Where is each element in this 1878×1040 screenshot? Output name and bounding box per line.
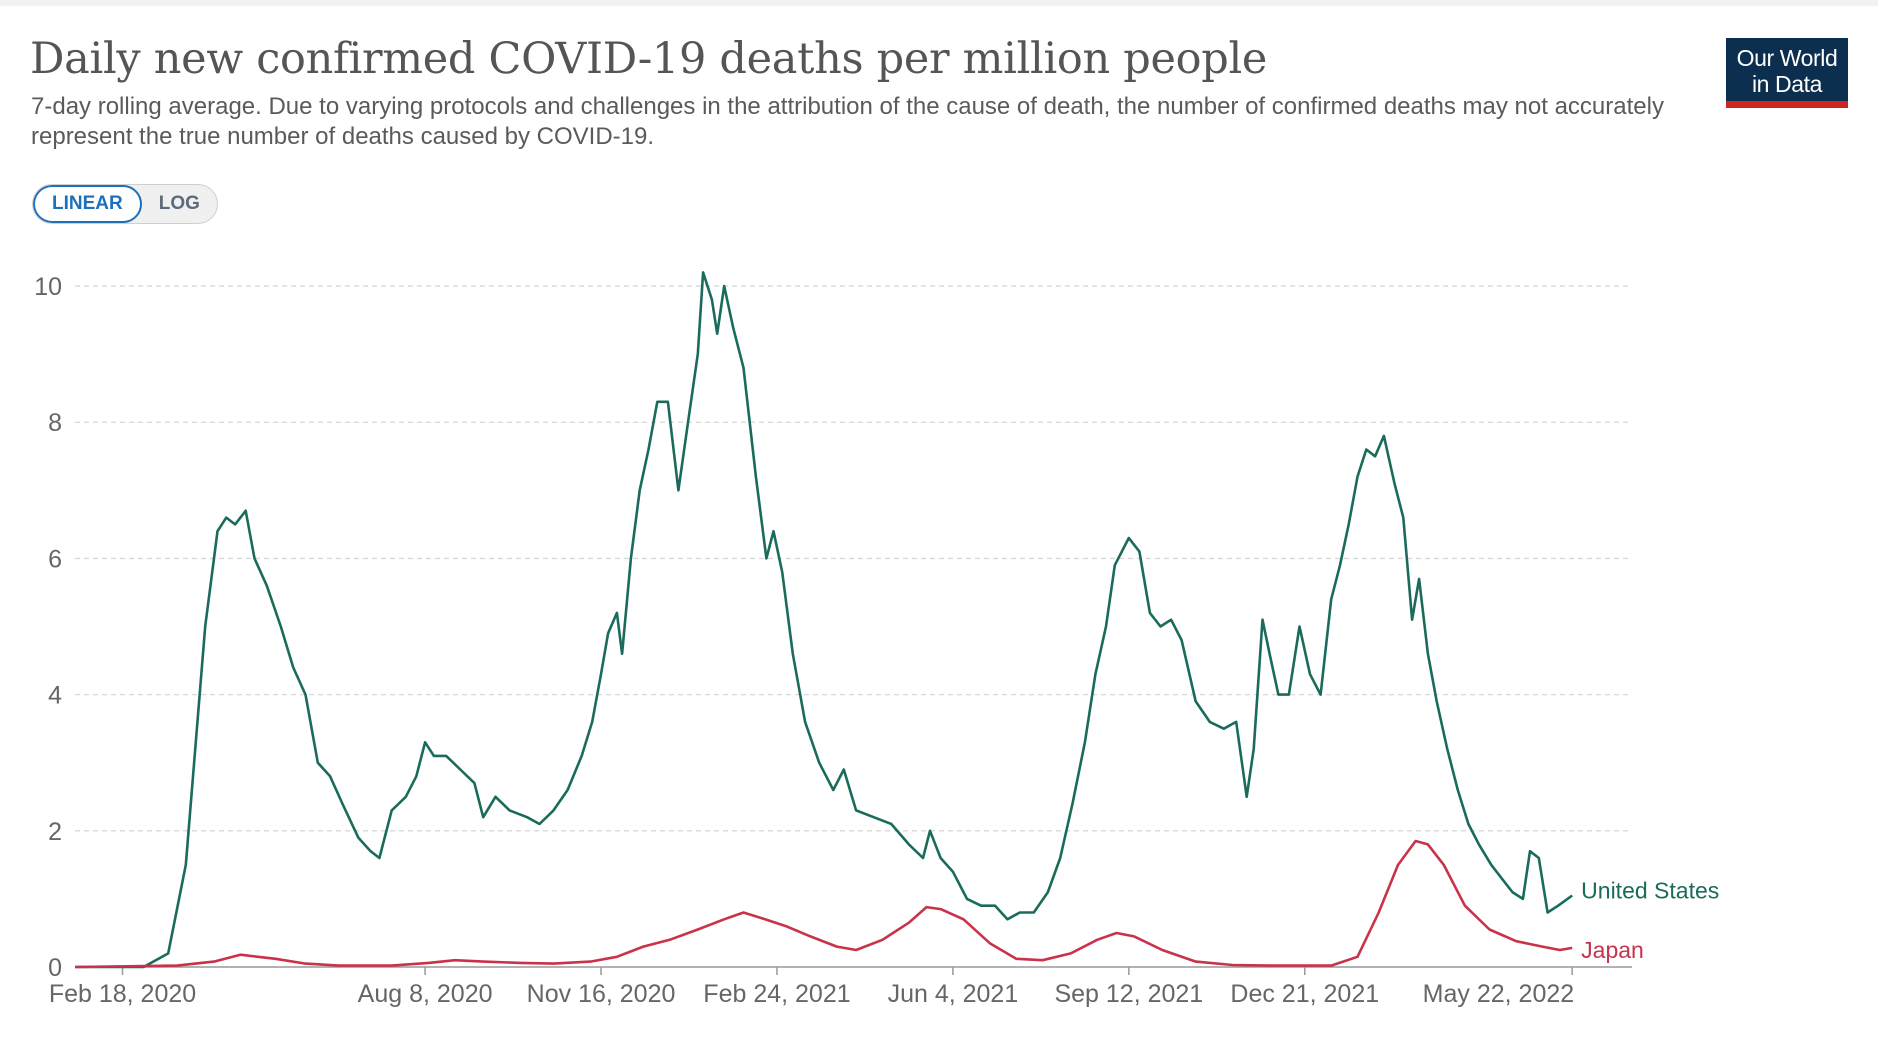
y-tick-label: 0	[48, 954, 62, 982]
y-tick-label: 6	[48, 545, 62, 573]
logo-line-1: Our World	[1736, 45, 1838, 71]
chart-title: Daily new confirmed COVID-19 deaths per …	[30, 34, 1268, 84]
x-tick-label: Dec 21, 2021	[1230, 980, 1379, 1008]
x-tick-label: Aug 8, 2020	[358, 980, 493, 1008]
y-tick-label: 8	[48, 409, 62, 437]
log-scale-button[interactable]: LOG	[158, 193, 200, 214]
y-tick-label: 2	[48, 818, 62, 846]
chart-subtitle: 7-day rolling average. Due to varying pr…	[31, 93, 1664, 150]
x-tick-label: May 22, 2022	[1423, 980, 1575, 1008]
top-rule	[0, 0, 1878, 6]
owid-logo[interactable]: Our World in Data	[1726, 38, 1848, 108]
series-line-japan	[74, 839, 1573, 969]
x-tick-label: Feb 18, 2020	[49, 980, 196, 1008]
x-tick-label: Feb 24, 2021	[703, 980, 850, 1008]
series-line-united-states	[75, 271, 1573, 969]
y-tick-label: 4	[48, 682, 62, 710]
x-tick-label: Nov 16, 2020	[527, 980, 676, 1008]
series-label-japan: Japan	[1581, 937, 1644, 963]
x-tick-label: Sep 12, 2021	[1054, 980, 1203, 1008]
series-label-united-states: United States	[1581, 878, 1719, 904]
linear-scale-button[interactable]: LINEAR	[33, 185, 142, 223]
x-tick-label: Jun 4, 2021	[888, 980, 1019, 1008]
logo-line-2: in Data	[1751, 71, 1823, 97]
scale-toggle: LINEAR LOG	[32, 184, 218, 224]
y-tick-label: 10	[34, 273, 62, 301]
